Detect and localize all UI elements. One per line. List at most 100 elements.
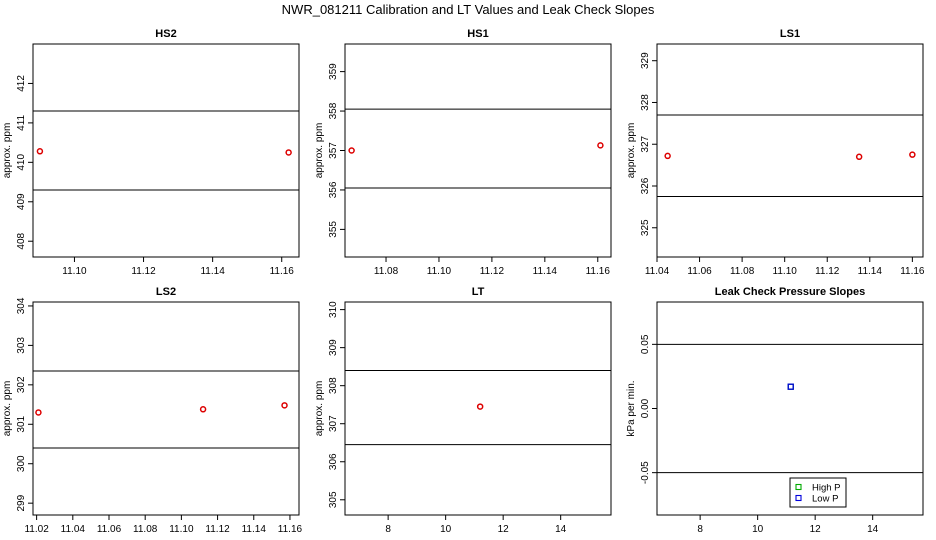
x-tick-label: 11.06 bbox=[97, 524, 122, 535]
y-tick-label: 409 bbox=[16, 193, 27, 210]
y-tick-label: 411 bbox=[16, 114, 27, 130]
x-tick-label: 11.12 bbox=[815, 266, 840, 277]
y-tick-label: 357 bbox=[328, 142, 339, 159]
panel-title: LT bbox=[472, 286, 485, 298]
chart-panel: HS1 approx. ppm 11.08 11.10 11.12 11.14 11.16 3… bbox=[314, 28, 612, 277]
y-axis-label: kPa per min. bbox=[626, 380, 637, 436]
y-tick-label: 412 bbox=[16, 75, 27, 92]
x-tick-label: 11.12 bbox=[205, 524, 230, 535]
data-point bbox=[909, 151, 916, 158]
y-tick-label: -0.05 bbox=[640, 461, 651, 484]
x-tick-label: 11.16 bbox=[586, 266, 611, 277]
y-tick-label: 301 bbox=[16, 415, 27, 432]
x-tick-label: 11.16 bbox=[278, 524, 303, 535]
data-point bbox=[855, 153, 863, 161]
x-tick-label: 11.14 bbox=[200, 266, 225, 277]
x-tick-label: 11.16 bbox=[900, 266, 925, 277]
plot-frame bbox=[32, 43, 300, 258]
plot-frame bbox=[344, 301, 612, 516]
x-tick-label: 11.06 bbox=[687, 266, 712, 277]
y-tick-label: 305 bbox=[328, 491, 339, 508]
data-point bbox=[348, 147, 355, 154]
chart-panel: LS2 approx. ppm 11.02 11.04 11.06 11.08 11.10 1… bbox=[2, 286, 303, 535]
panel-title: HS1 bbox=[467, 28, 488, 40]
x-tick-label: 8 bbox=[385, 524, 391, 535]
legend-box bbox=[789, 477, 847, 508]
legend-label: High P bbox=[812, 483, 841, 494]
x-tick-label: 11.16 bbox=[270, 266, 295, 277]
data-point bbox=[787, 383, 794, 390]
y-tick-label: 0.05 bbox=[640, 334, 651, 354]
y-tick-label: 359 bbox=[328, 63, 339, 80]
y-tick-label: 327 bbox=[640, 135, 651, 152]
panel-title: Leak Check Pressure Slopes bbox=[715, 286, 865, 298]
x-tick-label: 12 bbox=[498, 524, 510, 535]
data-point bbox=[281, 402, 288, 409]
data-point bbox=[36, 148, 44, 155]
data-point bbox=[664, 152, 671, 160]
y-tick-label: 326 bbox=[640, 177, 651, 194]
x-tick-label: 11.14 bbox=[242, 524, 267, 535]
y-tick-label: 328 bbox=[640, 94, 651, 111]
x-tick-label: 11.04 bbox=[61, 524, 86, 535]
panel-title: LS1 bbox=[780, 28, 800, 40]
data-point bbox=[597, 142, 604, 149]
x-tick-label: 11.04 bbox=[645, 266, 670, 277]
figure-title: NWR_081211 Calibration and LT Values and… bbox=[282, 2, 655, 17]
plot-frame bbox=[32, 301, 300, 516]
y-tick-label: 356 bbox=[328, 181, 339, 198]
data-point bbox=[199, 406, 207, 413]
legend-marker bbox=[795, 483, 802, 491]
y-tick-label: 306 bbox=[328, 453, 339, 470]
y-tick-label: 358 bbox=[328, 102, 339, 119]
x-tick-label: 10 bbox=[440, 524, 452, 535]
y-tick-label: 304 bbox=[16, 297, 27, 314]
x-tick-label: 11.10 bbox=[773, 266, 798, 277]
y-axis-label: approx. ppm bbox=[2, 123, 13, 179]
x-tick-label: 11.14 bbox=[858, 266, 883, 277]
data-point bbox=[285, 149, 292, 156]
y-tick-label: 325 bbox=[640, 219, 651, 236]
x-tick-label: 11.08 bbox=[133, 524, 158, 535]
y-tick-label: 410 bbox=[16, 154, 27, 171]
panel-title: HS2 bbox=[155, 28, 176, 40]
x-tick-label: 12 bbox=[810, 524, 822, 535]
y-tick-label: 329 bbox=[640, 52, 651, 69]
y-axis-label: approx. ppm bbox=[314, 123, 325, 179]
data-point bbox=[35, 409, 42, 416]
data-point bbox=[787, 383, 794, 390]
x-tick-label: 11.08 bbox=[374, 266, 399, 277]
x-tick-label: 11.08 bbox=[730, 266, 755, 277]
chart-panel: HS2 approx. ppm 11.10 11.12 11.14 11.16 408 409… bbox=[2, 28, 300, 277]
x-tick-label: 10 bbox=[752, 524, 764, 535]
y-tick-label: 307 bbox=[328, 415, 339, 432]
x-tick-label: 11.10 bbox=[427, 266, 452, 277]
chart-panel: Leak Check Pressure Slopes kPa per min. 8 1… bbox=[626, 286, 924, 535]
data-point bbox=[476, 403, 484, 410]
y-tick-label: 300 bbox=[16, 455, 27, 472]
x-tick-label: 11.12 bbox=[131, 266, 156, 277]
x-tick-label: 11.10 bbox=[62, 266, 87, 277]
legend-label: Low P bbox=[812, 494, 838, 505]
y-axis-label: approx. ppm bbox=[626, 123, 637, 179]
x-tick-label: 14 bbox=[555, 524, 567, 535]
y-tick-label: 0.00 bbox=[640, 398, 651, 418]
x-tick-label: 11.12 bbox=[480, 266, 505, 277]
x-tick-label: 11.10 bbox=[169, 524, 194, 535]
y-tick-label: 303 bbox=[16, 337, 27, 354]
y-tick-label: 308 bbox=[328, 377, 339, 394]
legend-marker bbox=[795, 494, 802, 502]
y-tick-label: 310 bbox=[328, 301, 339, 318]
y-tick-label: 408 bbox=[16, 232, 27, 249]
plot-frame bbox=[656, 43, 924, 258]
x-tick-label: 11.14 bbox=[533, 266, 558, 277]
chart-panel: LS1 approx. ppm 11.04 11.06 11.08 11.10 11.12 1… bbox=[626, 28, 925, 277]
x-tick-label: 8 bbox=[697, 524, 703, 535]
plot-frame bbox=[344, 43, 612, 258]
chart-panel: LT approx. ppm 8 10 12 14 305 306 307 308 309 310 bbox=[314, 286, 612, 535]
y-tick-label: 355 bbox=[328, 221, 339, 238]
x-tick-label: 11.02 bbox=[24, 524, 49, 535]
y-axis-label: approx. ppm bbox=[2, 381, 13, 437]
